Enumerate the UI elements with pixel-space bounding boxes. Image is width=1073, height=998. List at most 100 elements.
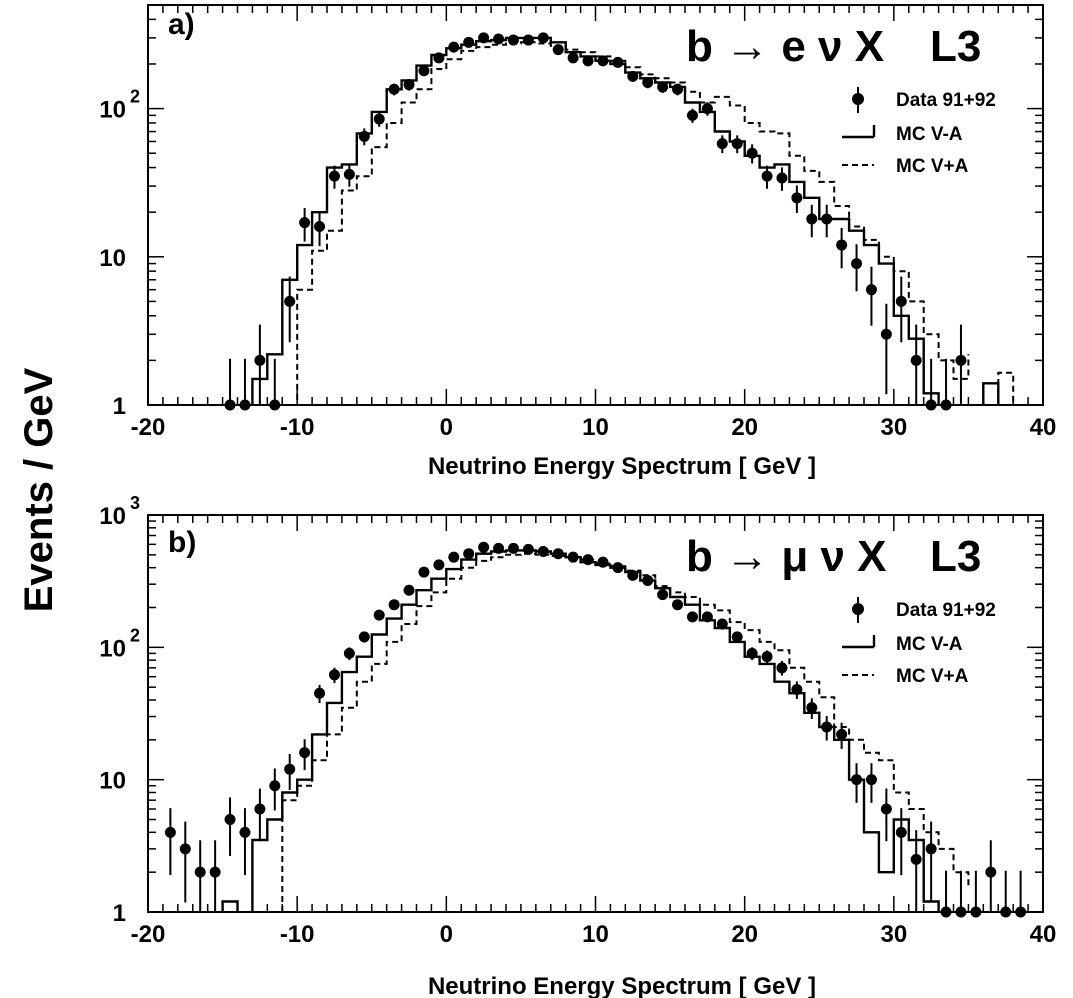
data-point bbox=[582, 55, 594, 67]
data-point bbox=[672, 599, 684, 611]
data-point bbox=[328, 170, 340, 182]
data-point bbox=[910, 853, 922, 865]
data-point bbox=[567, 551, 579, 563]
data-point bbox=[522, 543, 534, 555]
data-point bbox=[478, 32, 490, 44]
legend-data-marker bbox=[852, 93, 864, 105]
data-point bbox=[552, 44, 564, 56]
data-point bbox=[239, 399, 251, 411]
data-point bbox=[806, 213, 818, 225]
data-point bbox=[821, 213, 833, 225]
y-tick-exponent: 2 bbox=[130, 87, 140, 107]
y-tick-label: 10 bbox=[99, 768, 126, 795]
legend-entry-label: MC V+A bbox=[896, 156, 969, 177]
data-point bbox=[642, 574, 654, 586]
data-point bbox=[537, 545, 549, 557]
data-point bbox=[552, 548, 564, 560]
data-point bbox=[851, 774, 863, 786]
data-point bbox=[955, 906, 967, 918]
plot-frame bbox=[147, 514, 1044, 913]
data-point bbox=[686, 109, 698, 121]
data-point bbox=[358, 631, 370, 643]
data-point bbox=[269, 780, 281, 792]
data-point bbox=[478, 541, 490, 553]
data-point bbox=[493, 542, 505, 554]
process-label: b → e ν X bbox=[686, 22, 884, 71]
data-point bbox=[373, 113, 385, 125]
mc-v-plus-a-histogram bbox=[281, 552, 970, 912]
data-point bbox=[314, 687, 326, 699]
data-point bbox=[761, 651, 773, 663]
data-point bbox=[657, 81, 669, 93]
data-point bbox=[239, 826, 251, 838]
x-tick-label: -10 bbox=[280, 414, 315, 441]
data-point bbox=[164, 826, 176, 838]
mc-v-minus-a-histogram bbox=[982, 382, 1000, 405]
data-point bbox=[507, 542, 519, 554]
data-point bbox=[731, 138, 743, 150]
mc-v-minus-a-histogram bbox=[251, 36, 940, 405]
data-point bbox=[343, 647, 355, 659]
y-tick-label: 1 bbox=[113, 393, 126, 420]
data-point bbox=[433, 52, 445, 64]
data-point bbox=[970, 906, 982, 918]
data-point bbox=[1000, 906, 1012, 918]
x-tick-label: 20 bbox=[731, 414, 758, 441]
data-point bbox=[910, 354, 922, 366]
data-point bbox=[880, 803, 892, 815]
legend-entry-label: MC V-A bbox=[896, 124, 963, 145]
data-point bbox=[314, 221, 326, 233]
data-point bbox=[463, 548, 475, 560]
data-point bbox=[433, 559, 445, 571]
data-point bbox=[716, 618, 728, 630]
process-label: b → μ ν X bbox=[686, 532, 887, 581]
y-tick-label: 10 bbox=[99, 503, 126, 530]
data-point bbox=[299, 217, 311, 229]
mc-v-plus-a-histogram bbox=[282, 41, 970, 406]
data-point bbox=[567, 52, 579, 64]
data-point bbox=[418, 566, 430, 578]
panel-label: a) bbox=[168, 8, 195, 41]
data-point bbox=[686, 611, 698, 623]
data-point bbox=[403, 584, 415, 596]
data-point bbox=[806, 702, 818, 714]
y-tick-label: 1 bbox=[113, 900, 126, 927]
data-point bbox=[836, 728, 848, 740]
data-point bbox=[284, 295, 296, 307]
data-point bbox=[388, 599, 400, 611]
y-tick-label: 10 bbox=[99, 635, 126, 662]
data-point bbox=[194, 866, 206, 878]
y-axis-title: Events / GeV bbox=[17, 367, 61, 612]
data-point bbox=[746, 147, 758, 159]
data-point bbox=[254, 354, 266, 366]
data-point bbox=[269, 399, 281, 411]
data-point bbox=[985, 866, 997, 878]
data-point bbox=[925, 843, 937, 855]
x-tick-label: -10 bbox=[280, 921, 315, 948]
legend-data-marker bbox=[852, 603, 864, 615]
x-tick-label: 40 bbox=[1030, 921, 1057, 948]
data-point bbox=[672, 83, 684, 95]
data-point bbox=[179, 843, 191, 855]
data-point bbox=[448, 551, 460, 563]
x-tick-label: 30 bbox=[880, 921, 907, 948]
data-point bbox=[358, 130, 370, 142]
experiment-label: L3 bbox=[930, 532, 981, 581]
data-point bbox=[612, 56, 624, 68]
data-point bbox=[493, 33, 505, 45]
data-point bbox=[224, 399, 236, 411]
data-point bbox=[403, 79, 415, 91]
data-point bbox=[895, 295, 907, 307]
mc-v-minus-a-histogram bbox=[251, 549, 940, 912]
data-point bbox=[955, 354, 967, 366]
x-tick-label: -20 bbox=[131, 414, 166, 441]
data-point bbox=[507, 34, 519, 46]
data-point bbox=[746, 647, 758, 659]
data-point bbox=[582, 554, 594, 566]
data-point bbox=[1015, 906, 1027, 918]
x-axis-title: Neutrino Energy Spectrum [ GeV ] bbox=[428, 453, 816, 480]
data-point bbox=[328, 669, 340, 681]
legend-entry-label: MC V-A bbox=[896, 634, 963, 655]
data-point bbox=[418, 65, 430, 77]
